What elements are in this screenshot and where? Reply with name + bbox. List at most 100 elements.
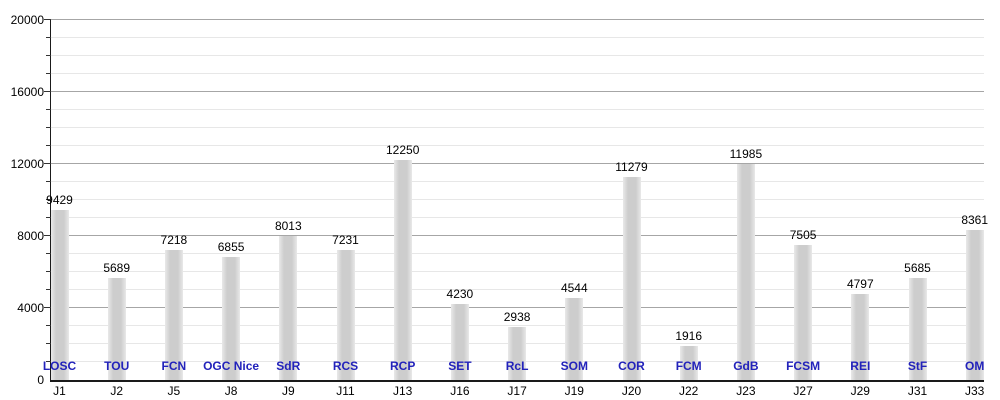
gridline-major [51, 91, 984, 92]
bar-club-label: REI [850, 359, 871, 373]
x-axis-label: J11 [336, 384, 355, 398]
y-axis-tick [44, 307, 51, 308]
bar [393, 159, 412, 380]
gridline-minor [51, 145, 984, 146]
y-axis-tick [46, 271, 51, 272]
y-axis-label: 0 [37, 373, 44, 387]
bar-value-label: 7505 [789, 227, 817, 242]
x-axis-label: J16 [450, 384, 470, 398]
bar-club-label: SET [448, 359, 472, 373]
bar-value-label: 8361 [961, 212, 989, 227]
y-axis-label: 16000 [10, 85, 44, 99]
bar-club-label: FCM [675, 359, 702, 373]
bar-value-label: 7218 [160, 233, 188, 248]
x-axis-label: J20 [621, 384, 642, 398]
y-axis-tick [46, 199, 51, 200]
y-axis-label: 4000 [17, 301, 44, 315]
gridline-minor [51, 181, 984, 182]
bar [508, 327, 527, 380]
gridline-minor [51, 109, 984, 110]
y-axis-tick [46, 181, 51, 182]
bar-value-label: 12250 [386, 142, 420, 157]
bar [107, 277, 126, 380]
bar-value-label: 5689 [103, 260, 131, 275]
bar-club-label: SdR [276, 359, 301, 373]
bar-value-label: 4797 [846, 276, 874, 291]
gridline-minor [51, 37, 984, 38]
gridline-minor [51, 325, 984, 326]
bar [965, 229, 984, 380]
y-axis-tick [44, 91, 51, 92]
bar-club-label: SOM [560, 359, 588, 373]
x-axis-label: J29 [850, 384, 870, 398]
bar-club-label: RcL [505, 359, 529, 373]
y-axis-label: 8000 [17, 229, 44, 243]
gridline-major [51, 19, 984, 20]
bar [336, 249, 355, 380]
x-axis-label: J23 [736, 384, 756, 398]
y-axis-tick [46, 55, 51, 56]
x-axis-label: J8 [224, 384, 238, 398]
bar-club-label: FCSM [786, 359, 821, 373]
gridline-minor [51, 55, 984, 56]
bar [222, 256, 241, 380]
bar [164, 250, 183, 380]
y-axis-tick [46, 361, 51, 362]
bar [679, 345, 698, 380]
bar [736, 164, 755, 380]
bar-value-label: 4230 [446, 286, 474, 301]
bar-club-label: StF [907, 359, 928, 373]
y-axis-tick [44, 19, 51, 20]
bar-club-label: COR [618, 359, 645, 373]
x-axis-label: J31 [907, 384, 928, 398]
x-axis-label: J17 [507, 384, 527, 398]
x-axis-label: J27 [793, 384, 813, 398]
bar-club-label: OGC Nice [203, 359, 260, 373]
bar-club-label: LOSC [42, 359, 77, 373]
bar [450, 303, 469, 380]
x-axis-label: J22 [679, 384, 699, 398]
bar-value-label: 4544 [560, 281, 588, 296]
y-axis-label: 12000 [10, 157, 44, 171]
y-axis-tick [46, 289, 51, 290]
y-axis-tick [46, 109, 51, 110]
gridline-minor [51, 217, 984, 218]
bar-value-label: 5685 [904, 260, 931, 275]
bar [622, 176, 641, 380]
bar [50, 210, 69, 380]
x-axis-label: J5 [167, 384, 181, 398]
y-axis-label: 20000 [10, 13, 44, 27]
x-axis-label: J1 [53, 384, 66, 398]
bar-value-label: 8013 [274, 218, 302, 233]
y-axis-tick [46, 73, 51, 74]
bar [279, 235, 298, 380]
y-axis-tick [46, 37, 51, 38]
gridline-minor [51, 127, 984, 128]
x-axis-label: J33 [965, 384, 985, 398]
x-axis-label: J2 [110, 384, 124, 398]
bar-club-label: FCN [161, 359, 187, 373]
bar [565, 298, 584, 380]
x-axis-label: J9 [281, 384, 295, 398]
y-axis-tick [46, 217, 51, 218]
plot-area: 9429 LOSC J1 5689 TOU J2 7218 FCN J5 6855 OGC Nice… [43, 19, 988, 398]
bar-value-label: 11985 [729, 147, 763, 162]
bar-value-label: 6855 [217, 239, 245, 254]
gridline-major [51, 307, 984, 308]
gridline-minor [51, 199, 984, 200]
bar-club-label: RCS [332, 359, 359, 373]
x-axis-label: J19 [564, 384, 584, 398]
y-axis-tick [46, 127, 51, 128]
bar-value-label: 2938 [503, 310, 531, 325]
y-axis-tick [46, 343, 51, 344]
gridline-minor [51, 271, 984, 272]
bar-club-label: OM [965, 359, 985, 373]
bar [794, 244, 813, 380]
gridline-minor [51, 73, 984, 74]
gridline-major [51, 163, 984, 164]
bar-value-label: 11279 [615, 159, 648, 174]
bar [851, 293, 870, 380]
y-axis-tick [44, 235, 51, 236]
y-axis-tick [46, 253, 51, 254]
